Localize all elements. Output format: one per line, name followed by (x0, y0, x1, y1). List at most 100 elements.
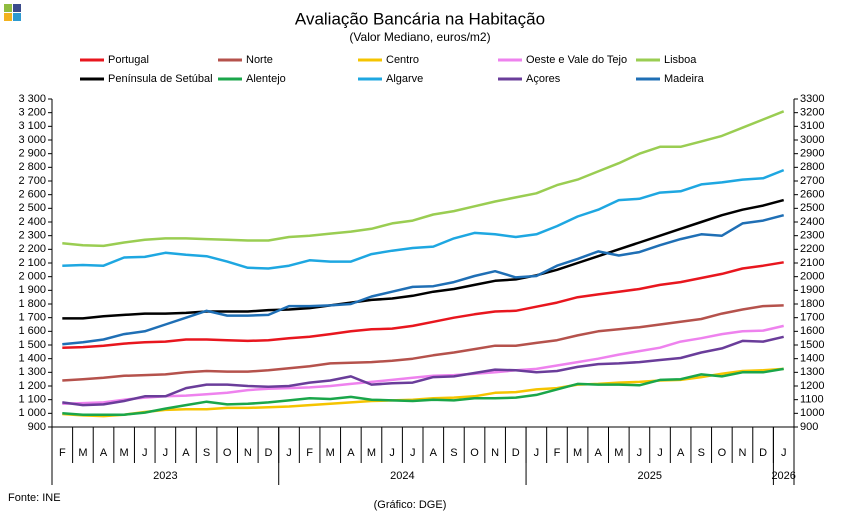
x-tick-label: J (637, 447, 643, 459)
x-tick-label: J (781, 447, 787, 459)
x-tick-label: O (718, 447, 727, 459)
y2-tick-label: 2000 (800, 271, 824, 283)
y-tick-label: 1 400 (18, 353, 46, 365)
legend-label: Norte (246, 54, 273, 66)
x-tick-label: A (182, 447, 190, 459)
y2-tick-label: 3100 (800, 120, 824, 132)
y-tick-label: 3 100 (18, 120, 46, 132)
y-tick-label: 2 500 (18, 202, 46, 214)
legend-label: Península de Setúbal (108, 73, 213, 85)
x-tick-label: N (738, 447, 746, 459)
x-tick-label: M (367, 447, 376, 459)
y2-tick-label: 2300 (800, 230, 824, 242)
credit: (Gráfico: DGE) (374, 499, 447, 511)
x-tick-label: A (100, 447, 108, 459)
series-line (62, 213, 785, 346)
y2-tick-label: 1500 (800, 339, 824, 351)
series-line (62, 304, 784, 382)
y-tick-label: 1 700 (18, 312, 46, 324)
y2-tick-label: 3200 (800, 107, 824, 119)
y2-tick-label: 1800 (800, 298, 824, 310)
legend-label: Açores (526, 73, 561, 85)
x-tick-label: J (286, 447, 292, 459)
y-tick-label: 2 700 (18, 175, 46, 187)
x-tick-label: S (450, 447, 457, 459)
x-tick-label: N (491, 447, 499, 459)
x-tick-label: M (120, 447, 129, 459)
y2-tick-label: 1100 (800, 394, 824, 406)
series-line (62, 110, 785, 248)
y2-tick-label: 1000 (800, 407, 824, 419)
y2-tick-label: 1400 (800, 353, 824, 365)
y2-tick-label: 1200 (800, 380, 824, 392)
x-tick-label: M (614, 447, 623, 459)
chart-subtitle: (Valor Mediano, euros/m2) (349, 30, 490, 44)
y2-tick-label: 1300 (800, 366, 824, 378)
y2-tick-label: 3000 (800, 134, 824, 146)
y-tick-label: 1 900 (18, 284, 46, 296)
legend-label: Centro (386, 54, 419, 66)
y-tick-label: 3 300 (18, 93, 46, 105)
y-tick-label: 2 200 (18, 243, 46, 255)
x-tick-label: O (223, 447, 232, 459)
x-tick-label: J (410, 447, 416, 459)
y-tick-label: 1 100 (18, 394, 46, 406)
y2-tick-label: 2900 (800, 148, 824, 160)
x-tick-label: A (595, 447, 603, 459)
y-tick-label: 2 000 (18, 271, 46, 283)
chart-title: Avaliação Bancária na Habitação (295, 9, 545, 28)
x-tick-label: D (264, 447, 272, 459)
y2-tick-label: 2500 (800, 202, 824, 214)
y2-tick-label: 1700 (800, 312, 824, 324)
y2-tick-label: 2400 (800, 216, 824, 228)
y-tick-label: 1 300 (18, 366, 46, 378)
x-tick-label: D (759, 447, 767, 459)
y2-tick-label: 900 (800, 421, 818, 433)
y-tick-label: 1 000 (18, 407, 46, 419)
y-tick-label: 1 800 (18, 298, 46, 310)
y-tick-label: 2 800 (18, 161, 46, 173)
y2-tick-label: 1900 (800, 284, 824, 296)
group-label: 2025 (637, 470, 661, 482)
y-tick-label: 1 600 (18, 325, 46, 337)
legend-label: Algarve (386, 73, 423, 85)
x-tick-label: A (430, 447, 438, 459)
legend-label: Oeste e Vale do Tejo (526, 54, 627, 66)
y2-tick-label: 2200 (800, 243, 824, 255)
group-label: 2023 (153, 470, 177, 482)
legend-label: Madeira (664, 73, 705, 85)
y-tick-label: 3 200 (18, 107, 46, 119)
x-tick-label: F (59, 447, 66, 459)
x-tick-label: F (306, 447, 313, 459)
legend-label: Alentejo (246, 73, 286, 85)
y-tick-label: 2 400 (18, 216, 46, 228)
series-line (62, 198, 785, 320)
y2-tick-label: 2800 (800, 161, 824, 173)
y-tick-label: 2 300 (18, 230, 46, 242)
logo (4, 4, 21, 21)
y-tick-label: 3 000 (18, 134, 46, 146)
x-tick-label: O (470, 447, 479, 459)
y2-tick-label: 2700 (800, 175, 824, 187)
series-line (62, 168, 785, 270)
legend-label: Lisboa (664, 54, 697, 66)
x-tick-label: J (657, 447, 663, 459)
x-tick-label: J (389, 447, 395, 459)
y-tick-label: 2 100 (18, 257, 46, 269)
y-tick-label: 1 500 (18, 339, 46, 351)
y2-tick-label: 2100 (800, 257, 824, 269)
y-tick-label: 1 200 (18, 380, 46, 392)
x-tick-label: D (512, 447, 520, 459)
x-tick-label: A (677, 447, 685, 459)
x-tick-label: S (698, 447, 705, 459)
y-tick-label: 2 900 (18, 148, 46, 160)
series-line (62, 324, 784, 406)
series-line (62, 367, 784, 416)
x-tick-label: J (163, 447, 169, 459)
group-label: 2024 (390, 470, 414, 482)
series-line (62, 335, 784, 407)
x-tick-label: J (142, 447, 148, 459)
y2-tick-label: 2600 (800, 189, 824, 201)
x-tick-label: J (534, 447, 540, 459)
